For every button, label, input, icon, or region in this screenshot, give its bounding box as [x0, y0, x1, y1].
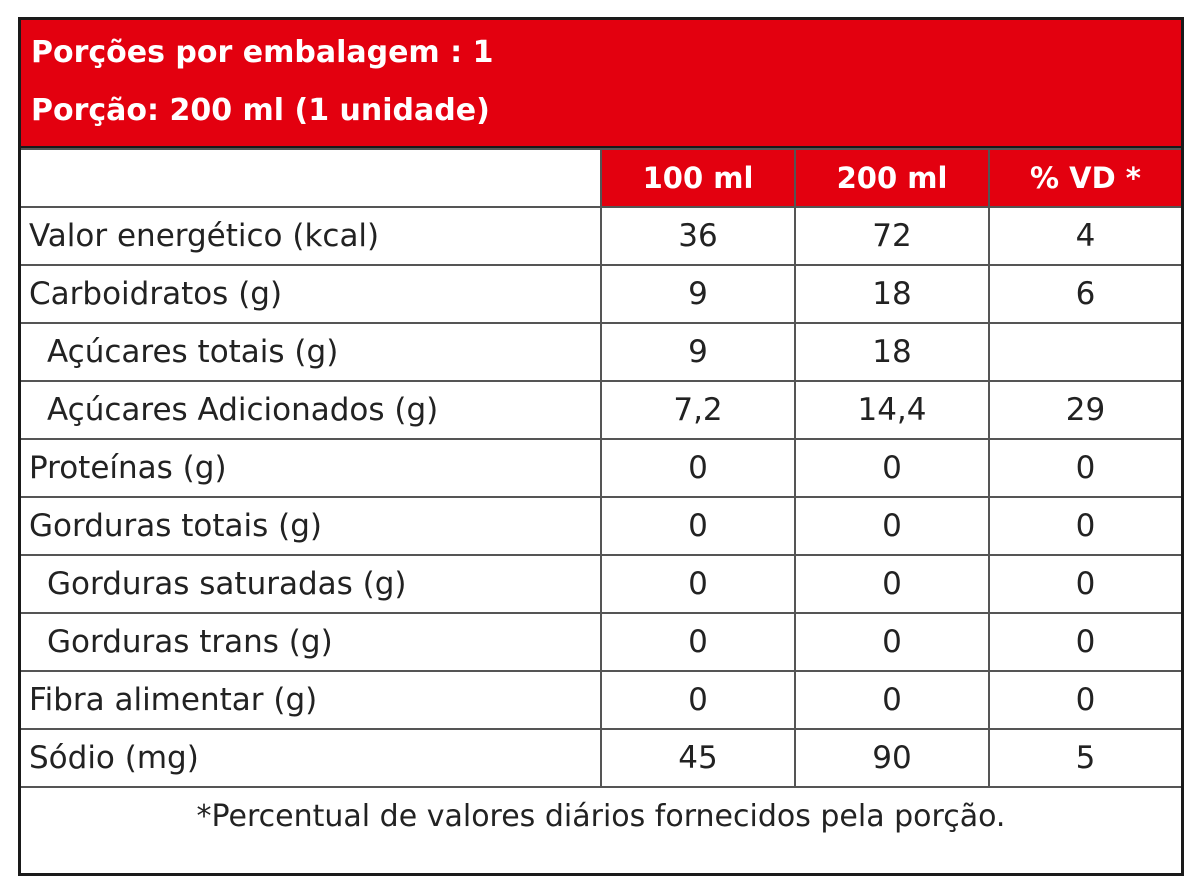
column-header-vd: % VD * [988, 148, 1181, 208]
serving-size: Porção: 200 ml (1 unidade) [31, 93, 490, 128]
nutrient-name: Proteínas (g) [21, 438, 602, 498]
servings-per-package: Porções por embalagem : 1 [31, 35, 494, 70]
nutrient-name: Sódio (mg) [21, 728, 602, 788]
table-row: Açúcares Adicionados (g) 7,2 14,4 29 [21, 380, 1181, 440]
value-per-100ml: 0 [600, 438, 796, 498]
value-per-100ml: 36 [600, 206, 796, 266]
nutrient-name: Valor energético (kcal) [21, 206, 602, 266]
column-header-blank [21, 148, 602, 208]
value-per-100ml: 9 [600, 322, 796, 382]
value-daily-percent: 0 [988, 670, 1181, 730]
value-per-100ml: 0 [600, 670, 796, 730]
value-per-100ml: 7,2 [600, 380, 796, 440]
nutrient-name: Carboidratos (g) [21, 264, 602, 324]
value-per-200ml: 90 [794, 728, 990, 788]
table-row: Gorduras saturadas (g) 0 0 0 [21, 554, 1181, 614]
table-row: Açúcares totais (g) 9 18 [21, 322, 1181, 382]
column-header-200ml: 200 ml [794, 148, 990, 208]
value-per-200ml: 72 [794, 206, 990, 266]
value-daily-percent: 0 [988, 612, 1181, 672]
value-per-200ml: 18 [794, 322, 990, 382]
value-daily-percent: 0 [988, 554, 1181, 614]
value-per-200ml: 0 [794, 554, 990, 614]
nutrient-name: Gorduras totais (g) [21, 496, 602, 556]
nutrient-rows: Valor energético (kcal) 36 72 4 Carboidratos… [21, 206, 1181, 788]
nutrient-name: Açúcares totais (g) [21, 322, 602, 382]
nutrient-name: Fibra alimentar (g) [21, 670, 602, 730]
value-per-200ml: 0 [794, 496, 990, 556]
value-daily-percent: 6 [988, 264, 1181, 324]
column-header-row: 100 ml 200 ml % VD * [21, 148, 1181, 208]
value-per-200ml: 0 [794, 438, 990, 498]
label-header: Porções por embalagem : 1 Porção: 200 ml… [21, 20, 1181, 148]
value-per-100ml: 0 [600, 554, 796, 614]
nutrient-name: Gorduras saturadas (g) [21, 554, 602, 614]
value-daily-percent: 0 [988, 496, 1181, 556]
value-per-100ml: 9 [600, 264, 796, 324]
nutrition-facts-label: Porções por embalagem : 1 Porção: 200 ml… [18, 17, 1184, 876]
footnote: *Percentual de valores diários fornecido… [196, 799, 1006, 834]
table-row: Gorduras trans (g) 0 0 0 [21, 612, 1181, 672]
table-row: Fibra alimentar (g) 0 0 0 [21, 670, 1181, 730]
value-daily-percent: 0 [988, 438, 1181, 498]
table-row: Valor energético (kcal) 36 72 4 [21, 206, 1181, 266]
value-per-200ml: 14,4 [794, 380, 990, 440]
nutrient-name: Gorduras trans (g) [21, 612, 602, 672]
table-row: Sódio (mg) 45 90 5 [21, 728, 1181, 788]
table-row: Carboidratos (g) 9 18 6 [21, 264, 1181, 324]
value-per-100ml: 0 [600, 496, 796, 556]
column-header-100ml: 100 ml [600, 148, 796, 208]
table-row: Proteínas (g) 0 0 0 [21, 438, 1181, 498]
nutrition-table: 100 ml 200 ml % VD * Valor energético (k… [21, 148, 1181, 788]
value-daily-percent: 5 [988, 728, 1181, 788]
value-per-100ml: 0 [600, 612, 796, 672]
table-row: Gorduras totais (g) 0 0 0 [21, 496, 1181, 556]
value-per-200ml: 18 [794, 264, 990, 324]
value-daily-percent: 4 [988, 206, 1181, 266]
value-daily-percent: 29 [988, 380, 1181, 440]
value-per-200ml: 0 [794, 612, 990, 672]
value-per-100ml: 45 [600, 728, 796, 788]
nutrient-name: Açúcares Adicionados (g) [21, 380, 602, 440]
value-per-200ml: 0 [794, 670, 990, 730]
value-daily-percent [988, 322, 1181, 382]
